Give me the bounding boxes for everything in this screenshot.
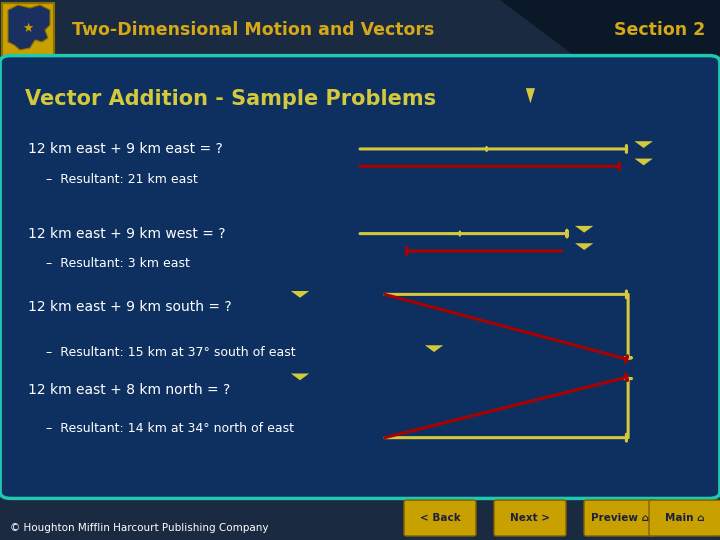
Text: Two-Dimensional Motion and Vectors: Two-Dimensional Motion and Vectors <box>72 21 434 39</box>
Polygon shape <box>425 345 444 352</box>
Text: –  Resultant: 21 km east: – Resultant: 21 km east <box>46 173 198 186</box>
Text: Next >: Next > <box>510 513 550 523</box>
Polygon shape <box>575 226 593 233</box>
Text: © Houghton Mifflin Harcourt Publishing Company: © Houghton Mifflin Harcourt Publishing C… <box>10 523 269 533</box>
Polygon shape <box>291 374 309 380</box>
Text: Section 2: Section 2 <box>614 21 706 39</box>
Text: 12 km east + 8 km north = ?: 12 km east + 8 km north = ? <box>28 383 230 397</box>
Polygon shape <box>575 243 593 250</box>
Text: ★: ★ <box>22 22 34 35</box>
Polygon shape <box>291 291 309 298</box>
Polygon shape <box>500 0 720 60</box>
Text: < Back: < Back <box>420 513 460 523</box>
Text: –  Resultant: 15 km at 37° south of east: – Resultant: 15 km at 37° south of east <box>46 347 296 360</box>
Text: 12 km east + 9 km east = ?: 12 km east + 9 km east = ? <box>28 142 223 156</box>
Polygon shape <box>526 88 535 103</box>
FancyBboxPatch shape <box>649 500 720 536</box>
Text: Main ⌂: Main ⌂ <box>665 513 705 523</box>
FancyBboxPatch shape <box>584 500 656 536</box>
Text: 12 km east + 9 km west = ?: 12 km east + 9 km west = ? <box>28 227 226 241</box>
Text: 12 km east + 9 km south = ?: 12 km east + 9 km south = ? <box>28 300 232 314</box>
Text: Preview ⌂: Preview ⌂ <box>591 513 649 523</box>
Polygon shape <box>634 141 653 148</box>
FancyBboxPatch shape <box>404 500 476 536</box>
Text: –  Resultant: 3 km east: – Resultant: 3 km east <box>46 258 190 271</box>
FancyBboxPatch shape <box>494 500 566 536</box>
FancyBboxPatch shape <box>2 3 54 57</box>
FancyBboxPatch shape <box>0 56 720 498</box>
Polygon shape <box>634 159 653 165</box>
Polygon shape <box>8 5 50 50</box>
Text: Vector Addition - Sample Problems: Vector Addition - Sample Problems <box>24 89 436 109</box>
Text: –  Resultant: 14 km at 34° north of east: – Resultant: 14 km at 34° north of east <box>46 422 294 435</box>
